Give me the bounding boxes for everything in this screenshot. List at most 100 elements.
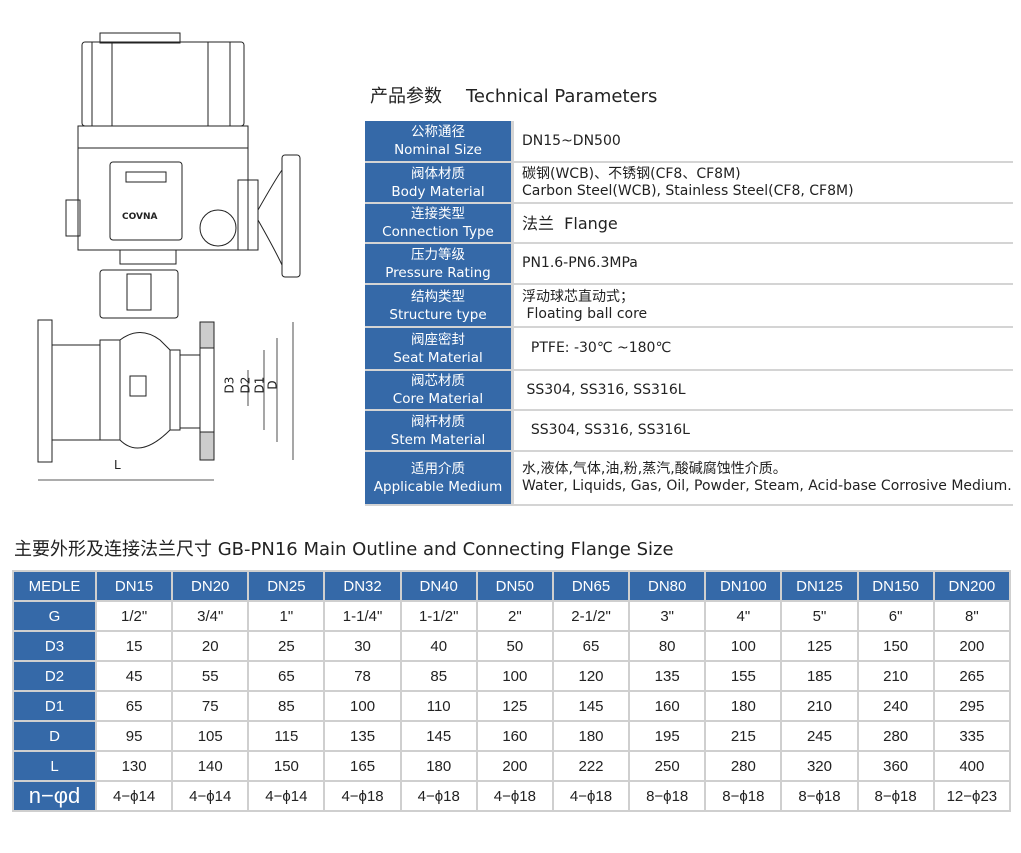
table-cell: 100 (704, 630, 783, 662)
table-cell: 100 (475, 660, 554, 692)
param-value: 碳钢(WCB)、不锈钢(CF8、CF8M) Carbon Steel(WCB), … (512, 162, 1013, 204)
param-value: PTFE: -30℃ ~180℃ (512, 327, 1013, 371)
dimension-lines (38, 322, 294, 481)
param-key-cn: 阀芯材质 (411, 373, 465, 389)
row-header: D3 (12, 630, 97, 662)
table-cell: 200 (932, 630, 1012, 662)
table-cell: 78 (323, 660, 402, 692)
table-cell: 250 (628, 750, 707, 782)
table-cell: 210 (780, 690, 859, 722)
table-cell: 3/4" (171, 600, 250, 632)
column-header: DN125 (780, 570, 859, 602)
row-header: L (12, 750, 97, 782)
column-header: DN150 (856, 570, 935, 602)
dim-label-d2: D2 (238, 376, 253, 394)
param-value: DN15~DN500 (512, 121, 1013, 163)
table-cell: 200 (475, 750, 554, 782)
table-cell: 240 (856, 690, 935, 722)
param-value-line2: Floating ball core (522, 305, 648, 322)
table-cell: 145 (399, 720, 478, 752)
dim-label-d1: D1 (252, 376, 267, 394)
table-cell: 8" (932, 600, 1012, 632)
table-cell: 180 (551, 720, 631, 752)
row-header: D1 (12, 690, 97, 722)
table-cell: 1" (247, 600, 326, 632)
params-title-cn: 产品参数 (370, 86, 442, 107)
param-key: 阀芯材质 Core Material (365, 370, 514, 411)
table-cell: 180 (704, 690, 783, 722)
column-header: DN25 (247, 570, 326, 602)
row-header: n−φd (12, 780, 97, 812)
table-cell: 3" (628, 600, 707, 632)
param-row: 阀芯材质 Core Material SS304, SS316, SS316L (365, 370, 1013, 411)
param-value: 浮动球芯直动式； Floating ball core (512, 284, 1013, 328)
table-cell: 45 (94, 660, 174, 692)
table-cell: 215 (704, 720, 783, 752)
table-row: D1 65 75 85 100 110 125 145 160 180 210 240 295 (12, 690, 1012, 722)
param-key-cn: 阀杆材质 (411, 413, 465, 430)
row-header: D2 (12, 660, 97, 692)
table-cell: 4−ϕ18 (551, 780, 631, 812)
table-cell: 4−ϕ14 (247, 780, 326, 812)
table-cell: 360 (856, 750, 935, 782)
table-cell: 1-1/4" (323, 600, 402, 632)
column-header: DN50 (475, 570, 554, 602)
brand-label: COVNA (122, 212, 158, 222)
table-cell: 150 (247, 750, 326, 782)
table-cell: 150 (856, 630, 935, 662)
table-cell: 295 (932, 690, 1012, 722)
table-cell: 4−ϕ18 (323, 780, 402, 812)
table-cell: 130 (94, 750, 174, 782)
table-cell: 110 (399, 690, 478, 722)
table-cell: 195 (628, 720, 707, 752)
param-key: 适用介质 Applicable Medium (365, 451, 514, 506)
column-header: DN15 (94, 570, 174, 602)
table-cell: 155 (704, 660, 783, 692)
table-cell: 1-1/2" (399, 600, 478, 632)
table-cell: 400 (932, 750, 1012, 782)
param-key-en: Stem Material (390, 431, 486, 448)
param-value-line1: 法兰 Flange (522, 213, 618, 233)
table-cell: 80 (628, 630, 707, 662)
table-row: D2 45 55 65 78 85 100 120 135 155 185 210 265 (12, 660, 1012, 692)
param-key: 结构类型 Structure type (365, 284, 514, 328)
table-cell: 95 (94, 720, 174, 752)
param-row: 公称通径 Nominal Size DN15~DN500 (365, 121, 1013, 163)
table-cell: 4" (704, 600, 783, 632)
table-cell: 40 (399, 630, 478, 662)
table-cell: 8−ϕ18 (780, 780, 859, 812)
table-cell: 245 (780, 720, 859, 752)
table-cell: 30 (323, 630, 402, 662)
param-key: 公称通径 Nominal Size (365, 121, 514, 163)
table-cell: 135 (628, 660, 707, 692)
table-cell: 4−ϕ18 (475, 780, 554, 812)
table-cell: 160 (475, 720, 554, 752)
param-key-en: Body Material (391, 183, 485, 200)
param-key: 阀座密封 Seat Material (365, 327, 514, 371)
flange-size-table: MEDLE DN15 DN20 DN25 DN32 DN40 DN50 DN65 DN80 DN1… (12, 570, 1012, 812)
param-value: SS304, SS316, SS316L (512, 410, 1013, 452)
param-value-line1: 浮动球芯直动式； (522, 288, 634, 305)
column-header: DN80 (628, 570, 707, 602)
table-cell: 2" (475, 600, 554, 632)
table-cell: 125 (780, 630, 859, 662)
column-header: DN40 (399, 570, 478, 602)
table-cell: 105 (171, 720, 250, 752)
row-header: D (12, 720, 97, 752)
param-value-line2: Carbon Steel(WCB), Stainless Steel(CF8, … (522, 182, 854, 199)
table-cell: 15 (94, 630, 174, 662)
dim-label-d3: D3 (222, 376, 237, 394)
param-row: 阀座密封 Seat Material PTFE: -30℃ ~180℃ (365, 327, 1013, 371)
table-cell: 222 (551, 750, 631, 782)
param-key: 阀体材质 Body Material (365, 162, 514, 204)
param-value-line1: SS304, SS316, SS316L (522, 422, 690, 438)
column-header: MEDLE (12, 570, 97, 602)
param-key-en: Pressure Rating (385, 264, 491, 281)
table-cell: 65 (551, 630, 631, 662)
param-row: 适用介质 Applicable Medium 水,液体,气体,油,粉,蒸汽,酸碱腐蚀… (365, 451, 1013, 506)
table-cell: 8−ϕ18 (704, 780, 783, 812)
table-cell: 160 (628, 690, 707, 722)
table-cell: 55 (171, 660, 250, 692)
column-header: DN200 (932, 570, 1012, 602)
table-cell: 265 (932, 660, 1012, 692)
